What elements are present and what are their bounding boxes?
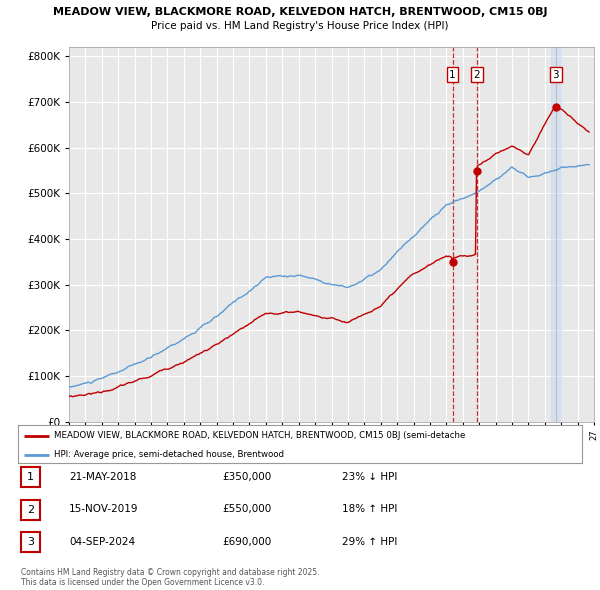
Text: 18% ↑ HPI: 18% ↑ HPI — [342, 504, 397, 514]
Text: 2: 2 — [27, 505, 34, 514]
Text: 1: 1 — [449, 70, 456, 80]
Text: 1: 1 — [27, 473, 34, 482]
Text: £690,000: £690,000 — [222, 537, 271, 546]
Text: 04-SEP-2024: 04-SEP-2024 — [69, 537, 135, 546]
Text: £550,000: £550,000 — [222, 504, 271, 514]
Text: Price paid vs. HM Land Registry's House Price Index (HPI): Price paid vs. HM Land Registry's House … — [151, 21, 449, 31]
Text: £350,000: £350,000 — [222, 472, 271, 481]
Text: 23% ↓ HPI: 23% ↓ HPI — [342, 472, 397, 481]
Text: HPI: Average price, semi-detached house, Brentwood: HPI: Average price, semi-detached house,… — [53, 450, 284, 459]
Text: 15-NOV-2019: 15-NOV-2019 — [69, 504, 139, 514]
Text: Contains HM Land Registry data © Crown copyright and database right 2025.
This d: Contains HM Land Registry data © Crown c… — [21, 568, 320, 587]
Text: 3: 3 — [553, 70, 559, 80]
Bar — [551, 47, 560, 422]
Text: 21-MAY-2018: 21-MAY-2018 — [69, 472, 136, 481]
Text: 3: 3 — [27, 537, 34, 547]
Text: 2: 2 — [474, 70, 481, 80]
Text: MEADOW VIEW, BLACKMORE ROAD, KELVEDON HATCH, BRENTWOOD, CM15 0BJ: MEADOW VIEW, BLACKMORE ROAD, KELVEDON HA… — [53, 7, 547, 17]
Text: MEADOW VIEW, BLACKMORE ROAD, KELVEDON HATCH, BRENTWOOD, CM15 0BJ (semi-detache: MEADOW VIEW, BLACKMORE ROAD, KELVEDON HA… — [53, 431, 465, 440]
Text: 29% ↑ HPI: 29% ↑ HPI — [342, 537, 397, 546]
